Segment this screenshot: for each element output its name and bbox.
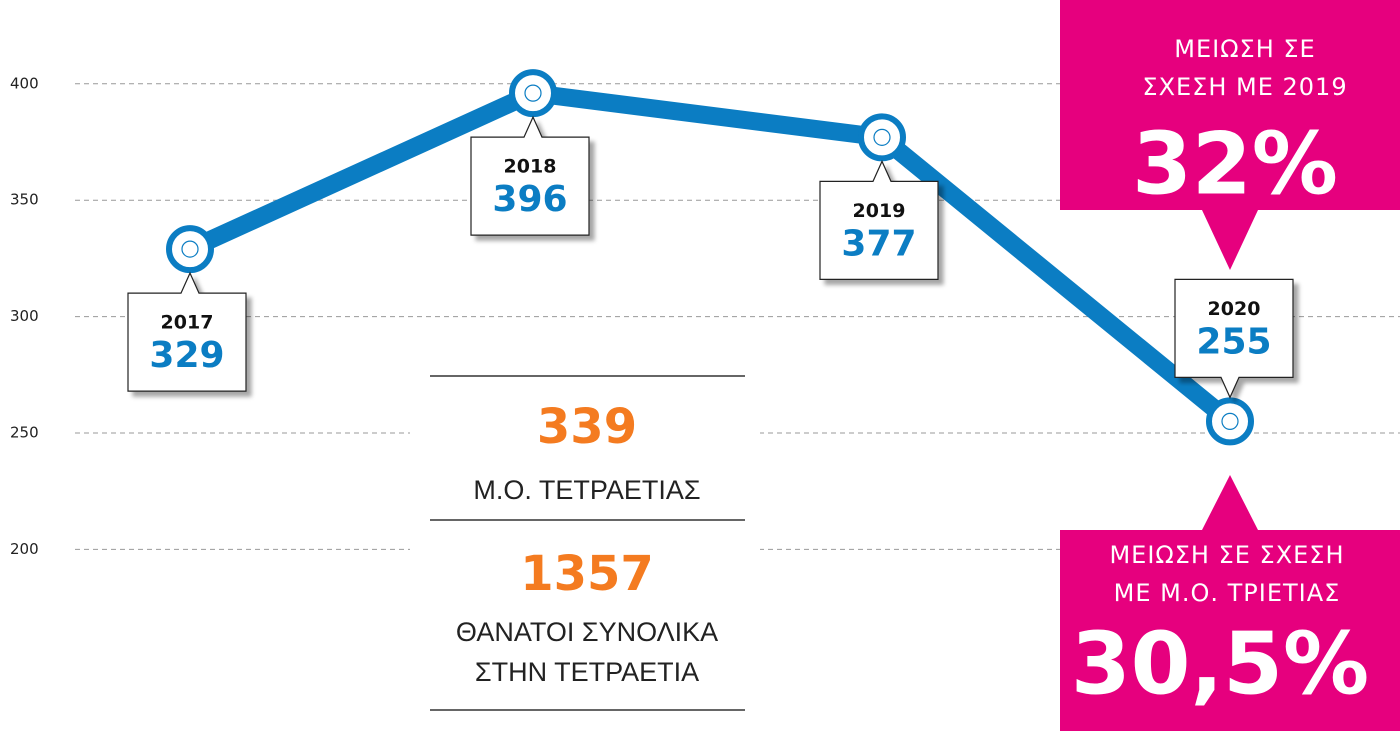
label-box	[1174, 278, 1294, 399]
y-tick-label: 250	[10, 424, 39, 442]
label-year: 2020	[1208, 298, 1261, 320]
callout-text: ΜΕΙΩΣΗ ΣΕ	[1174, 35, 1315, 63]
point-center	[873, 128, 891, 146]
callout-text: ΣΧΕΣΗ ΜΕ 2019	[1142, 73, 1347, 101]
point	[1206, 397, 1254, 446]
average-label: Μ.Ο. ΤΕΤΡΑΕΤΙΑΣ	[473, 475, 700, 505]
line	[186, 84, 1236, 429]
callout-value: 30,5%	[1071, 614, 1369, 714]
point	[509, 69, 557, 118]
label-box	[819, 159, 939, 280]
y-tick-label: 300	[10, 307, 39, 325]
label-value: 377	[841, 223, 916, 264]
total: 1357	[520, 546, 654, 602]
label-box	[127, 271, 247, 392]
label-value: 329	[149, 335, 224, 376]
point-center	[524, 84, 542, 102]
y-tick-label: 400	[10, 74, 39, 92]
callout-box	[1060, 475, 1400, 731]
total-label: ΘΑΝΑΤΟΙ ΣΥΝΟΛΙΚΑ	[456, 617, 718, 647]
callout-box	[1060, 0, 1400, 270]
label-year: 2017	[161, 312, 214, 334]
point	[858, 113, 906, 162]
callout-value: 32%	[1132, 114, 1338, 214]
total-label: ΣΤΗΝ ΤΕΤΡΑΕΤΙΑ	[475, 657, 699, 687]
callout-text: ΜΕΙΩΣΗ ΣΕ ΣΧΕΣΗ	[1109, 541, 1344, 569]
label-year: 2019	[853, 200, 906, 222]
label-box	[470, 115, 590, 236]
callout-text: ΜΕ Μ.Ο. ΤΡΙΕΤΙΑΣ	[1114, 579, 1341, 607]
label-year: 2018	[504, 156, 557, 178]
y-tick-label: 200	[10, 540, 39, 558]
point	[166, 225, 214, 274]
point-center	[181, 240, 199, 258]
summary: 339 Μ.Ο. ΤΕΤΡΑΕΤΙΑΣ 1357 ΘΑΝΑΤΟΙ ΣΥΝΟΛΙΚ…	[430, 375, 745, 711]
callouts: ΜΕΙΩΣΗ ΣΕ ΣΧΕΣΗ ΜΕ 2019 32% ΜΕΙΩΣΗ ΣΕ ΣΧ…	[1060, 0, 1400, 731]
y-tick-label: 350	[10, 191, 39, 209]
point-center	[1221, 412, 1239, 430]
summary-backdrop	[410, 362, 760, 731]
average: 339	[537, 399, 637, 455]
label-value: 255	[1196, 321, 1271, 362]
label-value: 396	[492, 179, 567, 220]
